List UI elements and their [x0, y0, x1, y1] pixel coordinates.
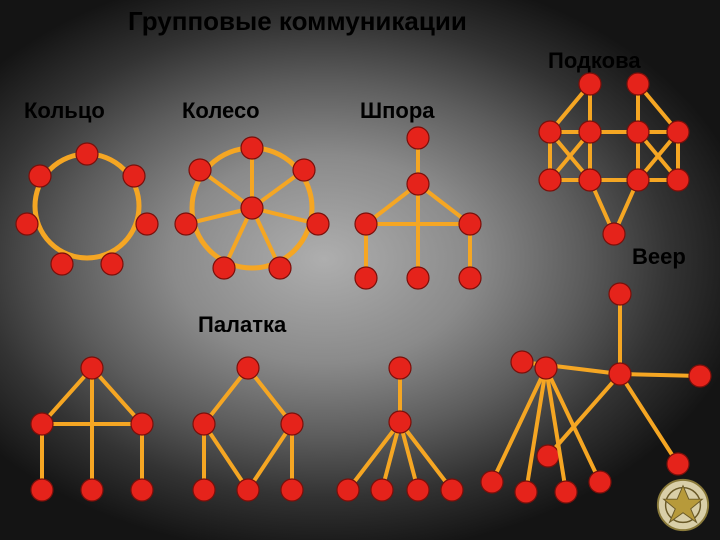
network-podkova [520, 74, 700, 264]
network-koltso [12, 136, 162, 286]
label-palatka: Палатка [198, 312, 286, 338]
label-koltso: Кольцо [24, 98, 105, 124]
network-palatka-variant-0 [20, 360, 170, 530]
emblem-icon [654, 476, 712, 534]
network-palatka-variant-2 [328, 360, 478, 530]
diagram-stage: { "canvas": { "w": 720, "h": 540, "backg… [0, 0, 720, 540]
label-koleso: Колесо [182, 98, 260, 124]
network-palatka-variant-1 [176, 360, 326, 530]
network-palatka-variant-3 [474, 360, 624, 530]
label-shpora: Шпора [360, 98, 435, 124]
page-title: Групповые коммуникации [128, 6, 467, 37]
network-koleso [172, 128, 332, 288]
network-shpora [340, 128, 500, 288]
label-podkova: Подкова [548, 48, 641, 74]
